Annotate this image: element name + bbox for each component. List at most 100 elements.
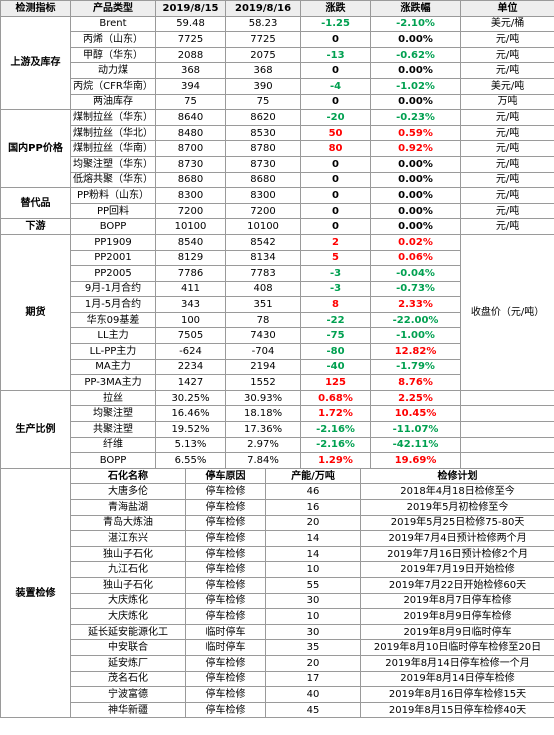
header-cell: 涨跌幅 bbox=[370, 0, 462, 17]
maintenance-cell: 中安联合 bbox=[70, 639, 186, 656]
value-cell: 351 bbox=[225, 296, 302, 313]
maintenance-cell: 2019年8月14日停车检修一个月 bbox=[360, 654, 554, 672]
unit-cell: 收盘价（元/吨） bbox=[460, 233, 554, 391]
pct-cell: 0.00% bbox=[370, 62, 462, 79]
value-cell: 8620 bbox=[225, 109, 302, 126]
maintenance-cell: 55 bbox=[265, 576, 362, 594]
value-cell: 7725 bbox=[225, 31, 302, 48]
pct-cell: 0.02% bbox=[370, 233, 462, 251]
maintenance-cell: 停车检修 bbox=[184, 608, 267, 625]
maintenance-cell: 30 bbox=[265, 623, 362, 641]
unit-cell: 元/吨 bbox=[460, 140, 554, 157]
change-cell: 0 bbox=[300, 187, 372, 204]
value-cell: 394 bbox=[154, 77, 227, 95]
change-cell: -3 bbox=[300, 265, 372, 282]
table-row: 延安炼厂 停车检修 20 2019年8月14日停车检修一个月 bbox=[1, 654, 554, 672]
product-cell: PP回料 bbox=[70, 202, 156, 220]
value-cell: 58.23 bbox=[225, 15, 302, 33]
table-row: PP2001 8129 8134 5 0.06% bbox=[1, 249, 554, 267]
maintenance-cell: 大唐多伦 bbox=[70, 483, 186, 500]
unit-cell: 万吨 bbox=[460, 93, 554, 111]
table-row: 独山子石化 停车检修 55 2019年7月22日开始检修60天 bbox=[1, 576, 554, 594]
maintenance-cell: 14 bbox=[265, 530, 362, 547]
change-cell: -80 bbox=[300, 343, 372, 360]
change-cell: 0.68% bbox=[300, 389, 372, 407]
pct-cell: 12.82% bbox=[370, 343, 462, 360]
maintenance-cell: 临时停车 bbox=[184, 623, 267, 641]
product-cell: 9月-1月合约 bbox=[70, 280, 156, 298]
table-row: 共聚注塑 19.52% 17.36% -2.16% -11.07% bbox=[1, 421, 554, 438]
change-cell: 1.29% bbox=[300, 452, 372, 469]
maintenance-cell: 青岛大炼油 bbox=[70, 514, 186, 532]
pct-cell: 2.33% bbox=[370, 296, 462, 313]
unit-cell: 元/吨 bbox=[460, 109, 554, 126]
value-cell: 368 bbox=[154, 62, 227, 79]
maintenance-cell: 10 bbox=[265, 608, 362, 625]
product-cell: 煤制拉丝（华北） bbox=[70, 124, 156, 142]
value-cell: 7200 bbox=[225, 202, 302, 220]
table-row: 纤维 5.13% 2.97% -2.16% -42.11% bbox=[1, 436, 554, 454]
unit-cell: 元/吨 bbox=[460, 202, 554, 220]
value-cell: 10100 bbox=[225, 218, 302, 235]
value-cell: 100 bbox=[154, 311, 227, 329]
value-cell: 7786 bbox=[154, 265, 227, 282]
maintenance-cell: 临时停车 bbox=[184, 639, 267, 656]
value-cell: 7725 bbox=[154, 31, 227, 48]
data-table: 检测指标 产品类型 2019/8/15 2019/8/16 涨跌 涨跌幅 单位 上游及库存 Br… bbox=[0, 0, 554, 719]
table-row: LL-PP主力 -624 -704 -80 12.82% bbox=[1, 343, 554, 360]
table-row: 生产比例 拉丝 30.25% 30.93% 0.68% 2.25% bbox=[0, 389, 554, 469]
header-cell: 产品类型 bbox=[70, 0, 156, 17]
maintenance-cell: 大庆炼化 bbox=[70, 592, 186, 610]
table-row: 煤制拉丝（华北） 8480 8530 50 0.59% 元/吨 bbox=[1, 124, 554, 142]
unit-cell: 元/吨 bbox=[460, 155, 554, 173]
value-cell: 2088 bbox=[154, 46, 227, 64]
change-cell: 80 bbox=[300, 140, 372, 157]
table-row: 中安联合 临时停车 35 2019年8月10日临时停车检修至20日 bbox=[1, 639, 554, 656]
value-cell: 5.13% bbox=[154, 436, 227, 454]
pct-cell: -1.00% bbox=[370, 327, 462, 345]
maintenance-cell: 停车检修 bbox=[184, 654, 267, 672]
header-cell: 检测指标 bbox=[0, 0, 71, 17]
table-row: 1月-5月合约 343 351 8 2.33% bbox=[1, 296, 554, 313]
table-row: 华东09基差 100 78 -22 -22.00% bbox=[1, 311, 554, 329]
table-row: 检测指标 产品类型 2019/8/15 2019/8/16 涨跌 涨跌幅 单位 bbox=[0, 0, 554, 17]
value-cell: 1552 bbox=[225, 374, 302, 391]
product-cell: PP2001 bbox=[70, 249, 156, 267]
product-cell: 甲醇（华东） bbox=[70, 46, 156, 64]
section-label: 替代品 bbox=[0, 187, 71, 220]
change-cell: -75 bbox=[300, 327, 372, 345]
maintenance-cell: 九江石化 bbox=[70, 561, 186, 578]
value-cell: 408 bbox=[225, 280, 302, 298]
change-cell: -4 bbox=[300, 77, 372, 95]
pct-cell: -0.04% bbox=[370, 265, 462, 282]
value-cell: 78 bbox=[225, 311, 302, 329]
unit-cell: 元/吨 bbox=[460, 187, 554, 204]
maintenance-cell: 20 bbox=[265, 514, 362, 532]
product-cell: PP2005 bbox=[70, 265, 156, 282]
section-label: 下游 bbox=[0, 218, 71, 235]
table-row: 均聚注塑 16.46% 18.18% 1.72% 10.45% bbox=[1, 405, 554, 423]
table-row: 动力煤 368 368 0 0.00% 元/吨 bbox=[1, 62, 554, 79]
maintenance-cell: 2019年8月9日临时停车 bbox=[360, 623, 554, 641]
product-cell: 两油库存 bbox=[70, 93, 156, 111]
pct-cell: 0.92% bbox=[370, 140, 462, 157]
value-cell: 8700 bbox=[154, 140, 227, 157]
maintenance-cell: 2019年5月初检修至今 bbox=[360, 499, 554, 516]
product-cell: PP1909 bbox=[70, 233, 156, 251]
table-row: 煤制拉丝（华南） 8700 8780 80 0.92% 元/吨 bbox=[1, 140, 554, 157]
value-cell: 16.46% bbox=[154, 405, 227, 423]
table-row: BOPP 6.55% 7.84% 1.29% 19.69% bbox=[1, 452, 554, 469]
unit-cell: 美元/桶 bbox=[460, 15, 554, 33]
maintenance-header: 停车原因 bbox=[184, 467, 267, 485]
maintenance-cell: 30 bbox=[265, 592, 362, 610]
product-cell: 动力煤 bbox=[70, 62, 156, 79]
maintenance-cell: 40 bbox=[265, 686, 362, 703]
maintenance-cell: 独山子石化 bbox=[70, 545, 186, 563]
maintenance-cell: 停车检修 bbox=[184, 483, 267, 500]
product-cell: LL主力 bbox=[70, 327, 156, 345]
table-row: MA主力 2234 2194 -40 -1.79% bbox=[1, 358, 554, 376]
maintenance-cell: 青海盐湖 bbox=[70, 499, 186, 516]
unit-cell: 元/吨 bbox=[460, 31, 554, 48]
table-row: 延长延安能源化工 临时停车 30 2019年8月9日临时停车 bbox=[1, 623, 554, 641]
product-cell: 煤制拉丝（华东） bbox=[70, 109, 156, 126]
